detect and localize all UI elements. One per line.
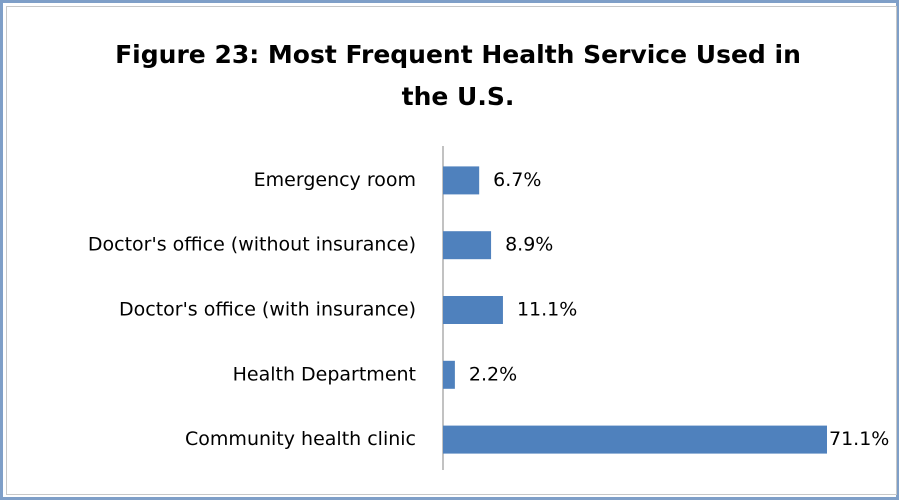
y-tick-label: Doctor's office (without insurance) <box>88 234 416 256</box>
data-label: 11.1% <box>517 299 577 321</box>
chart-title: Figure 23: Most Frequent Health Service … <box>115 40 801 111</box>
y-tick-label: Emergency room <box>254 169 416 191</box>
y-tick-label: Community health clinic <box>185 428 416 450</box>
bar <box>443 166 480 195</box>
bar <box>443 425 827 454</box>
y-tick-label: Doctor's office (with insurance) <box>119 299 416 321</box>
inner-frame <box>6 6 897 495</box>
data-label: 71.1% <box>829 428 889 450</box>
bar <box>443 296 503 324</box>
bar <box>443 360 455 389</box>
data-label: 8.9% <box>505 234 553 256</box>
y-tick-label: Health Department <box>233 363 416 385</box>
data-label: 2.2% <box>469 363 517 385</box>
bar <box>443 231 492 260</box>
data-label: 6.7% <box>493 169 541 191</box>
